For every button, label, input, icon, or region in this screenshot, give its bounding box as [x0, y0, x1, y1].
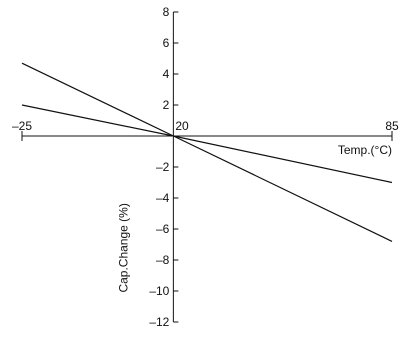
y-tick-label: 6 — [163, 36, 170, 50]
y-tick-label: 8 — [163, 5, 170, 19]
y-tick-label: –6 — [156, 222, 170, 236]
labels-layer: Temp.(°C) Cap.Change (%) –25 20 85 8 6 4 2 –2 –4… — [12, 5, 399, 329]
y-tick-label: –2 — [156, 160, 170, 174]
y-tick-label: 2 — [163, 98, 170, 112]
y-tick-label: –4 — [156, 191, 170, 205]
x-tick-label: 85 — [385, 119, 399, 133]
x-tick-label: 20 — [175, 119, 189, 133]
y-tick-label: –10 — [149, 284, 169, 298]
axes — [22, 12, 392, 322]
y-axis-label: Cap.Change (%) — [116, 203, 130, 292]
y-tick-label: –8 — [156, 253, 170, 267]
series-line-2 — [22, 105, 392, 183]
y-tick-label: 4 — [163, 67, 170, 81]
x-axis-label: Temp.(°C) — [338, 143, 392, 157]
x-tick-label: –25 — [12, 119, 32, 133]
y-tick-label: –12 — [149, 315, 169, 329]
series-layer — [22, 63, 392, 241]
series-line-1 — [22, 63, 392, 241]
